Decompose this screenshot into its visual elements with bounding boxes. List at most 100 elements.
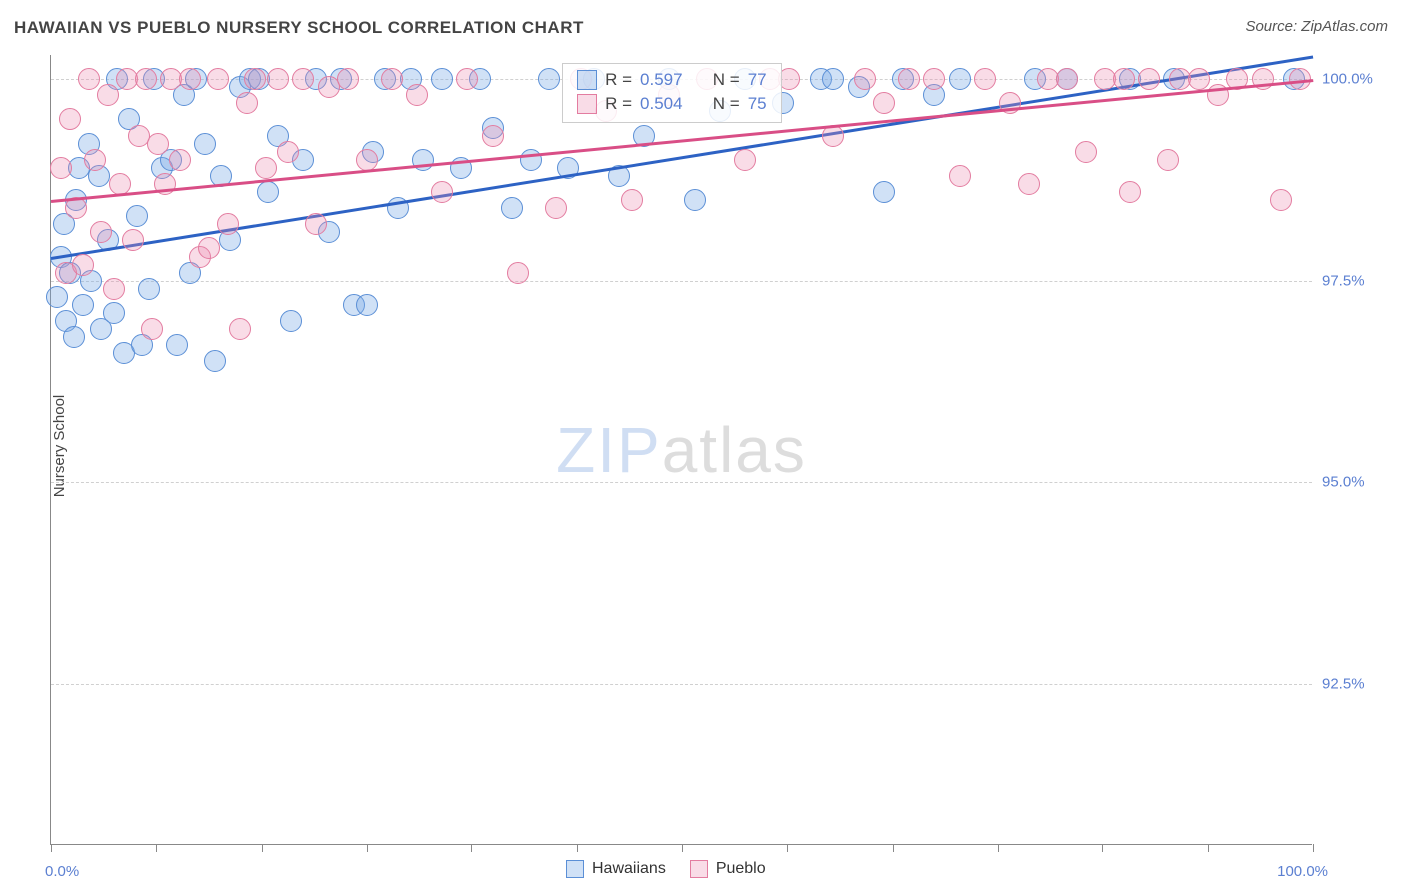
r-label: R = [605, 94, 632, 114]
scatter-point [84, 149, 106, 171]
plot-area: 92.5%95.0%97.5%100.0%0.0%100.0%ZIPatlasR… [50, 55, 1312, 845]
x-tick [262, 844, 263, 852]
x-tick [682, 844, 683, 852]
scatter-point [482, 125, 504, 147]
x-tick [367, 844, 368, 852]
scatter-point [1056, 68, 1078, 90]
scatter-point [267, 68, 289, 90]
scatter-point [520, 149, 542, 171]
x-start-label: 0.0% [45, 863, 79, 880]
legend-swatch [577, 70, 597, 90]
x-tick [577, 844, 578, 852]
scatter-point [406, 84, 428, 106]
legend-row: R = 0.597 N = 77 [577, 68, 767, 92]
scatter-point [898, 68, 920, 90]
scatter-point [1075, 141, 1097, 163]
scatter-point [257, 181, 279, 203]
scatter-point [822, 68, 844, 90]
scatter-point [538, 68, 560, 90]
scatter-point [1119, 181, 1141, 203]
y-tick-label: 97.5% [1322, 272, 1382, 289]
scatter-point [1138, 68, 1160, 90]
n-label: N = [713, 94, 740, 114]
r-label: R = [605, 70, 632, 90]
scatter-point [217, 213, 239, 235]
x-tick [51, 844, 52, 852]
scatter-point [854, 68, 876, 90]
scatter-point [356, 149, 378, 171]
scatter-point [90, 221, 112, 243]
scatter-point [949, 68, 971, 90]
scatter-point [103, 302, 125, 324]
x-end-label: 100.0% [1277, 863, 1328, 880]
scatter-point [138, 278, 160, 300]
scatter-point [166, 334, 188, 356]
legend-swatch [690, 860, 708, 878]
scatter-point [1113, 68, 1135, 90]
scatter-point [126, 205, 148, 227]
scatter-point [169, 149, 191, 171]
scatter-point [1188, 68, 1210, 90]
scatter-point [122, 229, 144, 251]
scatter-point [72, 254, 94, 276]
legend-item: Hawaiians [566, 860, 666, 878]
scatter-point [194, 133, 216, 155]
scatter-point [229, 318, 251, 340]
scatter-point [684, 189, 706, 211]
scatter-point [207, 68, 229, 90]
legend-swatch [577, 94, 597, 114]
scatter-point [431, 68, 453, 90]
scatter-point [337, 68, 359, 90]
gridline [51, 684, 1312, 685]
scatter-point [1157, 149, 1179, 171]
scatter-point [280, 310, 302, 332]
scatter-point [236, 92, 258, 114]
correlation-legend: R = 0.597 N = 77R = 0.504 N = 75 [562, 63, 782, 123]
x-tick [787, 844, 788, 852]
scatter-point [72, 294, 94, 316]
scatter-point [974, 68, 996, 90]
scatter-point [456, 68, 478, 90]
scatter-point [1270, 189, 1292, 211]
scatter-point [255, 157, 277, 179]
scatter-point [103, 278, 125, 300]
gridline [51, 281, 1312, 282]
scatter-point [198, 237, 220, 259]
scatter-point [356, 294, 378, 316]
scatter-point [97, 84, 119, 106]
y-tick-label: 95.0% [1322, 474, 1382, 491]
scatter-point [244, 68, 266, 90]
scatter-point [949, 165, 971, 187]
x-tick [471, 844, 472, 852]
source-label: Source: ZipAtlas.com [1245, 18, 1388, 35]
y-tick-label: 92.5% [1322, 675, 1382, 692]
scatter-point [179, 68, 201, 90]
x-tick [1102, 844, 1103, 852]
x-tick [1208, 844, 1209, 852]
r-value: 0.597 [640, 70, 683, 90]
scatter-point [545, 197, 567, 219]
legend-row: R = 0.504 N = 75 [577, 92, 767, 116]
legend-item: Pueblo [690, 860, 766, 878]
n-value: 77 [748, 70, 767, 90]
scatter-point [305, 213, 327, 235]
scatter-point [873, 181, 895, 203]
series-legend: Hawaiians Pueblo [566, 860, 766, 878]
scatter-point [1018, 173, 1040, 195]
watermark: ZIPatlas [556, 413, 807, 487]
x-tick [156, 844, 157, 852]
scatter-point [50, 157, 72, 179]
scatter-point [873, 92, 895, 114]
scatter-point [292, 68, 314, 90]
n-label: N = [713, 70, 740, 90]
scatter-point [431, 181, 453, 203]
scatter-point [381, 68, 403, 90]
n-value: 75 [748, 94, 767, 114]
legend-label: Pueblo [716, 860, 766, 878]
scatter-point [78, 68, 100, 90]
scatter-point [135, 68, 157, 90]
scatter-point [46, 286, 68, 308]
legend-swatch [566, 860, 584, 878]
scatter-point [501, 197, 523, 219]
chart-title: HAWAIIAN VS PUEBLO NURSERY SCHOOL CORREL… [14, 18, 584, 38]
